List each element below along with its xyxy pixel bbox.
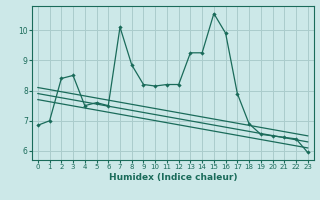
X-axis label: Humidex (Indice chaleur): Humidex (Indice chaleur) <box>108 173 237 182</box>
